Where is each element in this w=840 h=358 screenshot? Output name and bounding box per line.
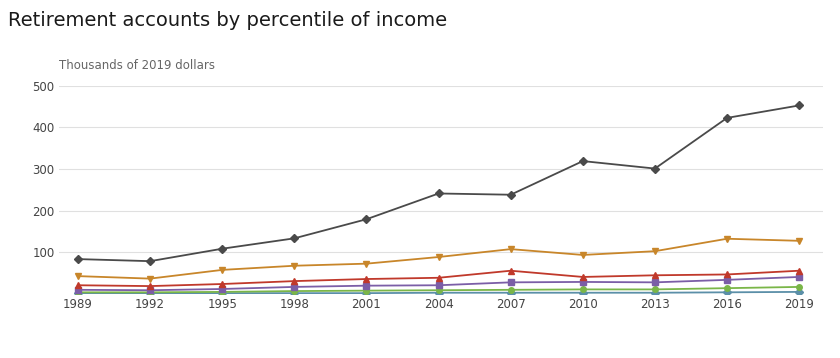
90-100	[578, 159, 588, 163]
40-59.9	[650, 280, 660, 285]
40-59.9	[73, 288, 83, 292]
20-39.9	[73, 290, 83, 295]
80-89.9	[578, 253, 588, 257]
80-89.9	[506, 247, 516, 251]
60-79.9	[145, 284, 155, 288]
80-89.9	[433, 255, 444, 259]
60-79.9	[506, 268, 516, 273]
90-100	[361, 217, 371, 221]
20-39.9	[650, 287, 660, 291]
40-59.9	[506, 280, 516, 285]
90-100	[794, 103, 804, 108]
20-39.9	[218, 290, 228, 294]
20-39.9	[145, 290, 155, 295]
Less than 20	[722, 290, 732, 295]
Less than 20	[433, 291, 444, 295]
80-89.9	[289, 263, 299, 268]
60-79.9	[794, 268, 804, 273]
Less than 20	[578, 291, 588, 295]
90-100	[650, 166, 660, 171]
Less than 20	[794, 290, 804, 294]
60-79.9	[289, 279, 299, 283]
Line: 80-89.9: 80-89.9	[75, 235, 803, 282]
Less than 20	[218, 291, 228, 295]
60-79.9	[650, 273, 660, 277]
40-59.9	[722, 278, 732, 282]
90-100	[73, 257, 83, 261]
Line: 60-79.9: 60-79.9	[75, 267, 803, 290]
90-100	[289, 236, 299, 241]
40-59.9	[289, 285, 299, 289]
60-79.9	[361, 277, 371, 281]
Less than 20	[650, 291, 660, 295]
20-39.9	[506, 288, 516, 292]
60-79.9	[433, 276, 444, 280]
40-59.9	[361, 284, 371, 288]
90-100	[722, 116, 732, 120]
90-100	[506, 193, 516, 197]
40-59.9	[145, 288, 155, 292]
Line: 20-39.9: 20-39.9	[76, 284, 802, 295]
90-100	[218, 247, 228, 251]
20-39.9	[433, 288, 444, 292]
80-89.9	[794, 239, 804, 243]
40-59.9	[218, 287, 228, 291]
20-39.9	[578, 287, 588, 291]
90-100	[433, 191, 444, 195]
80-89.9	[73, 274, 83, 278]
Line: 90-100: 90-100	[76, 103, 802, 264]
Line: 40-59.9: 40-59.9	[76, 274, 802, 293]
60-79.9	[578, 275, 588, 279]
20-39.9	[361, 289, 371, 293]
Less than 20	[289, 291, 299, 295]
90-100	[145, 259, 155, 263]
20-39.9	[722, 286, 732, 290]
20-39.9	[289, 289, 299, 293]
60-79.9	[722, 272, 732, 277]
Less than 20	[145, 291, 155, 295]
40-59.9	[433, 283, 444, 287]
Less than 20	[361, 291, 371, 295]
Line: Less than 20: Less than 20	[76, 289, 802, 296]
80-89.9	[361, 261, 371, 266]
80-89.9	[218, 268, 228, 272]
Less than 20	[506, 291, 516, 295]
60-79.9	[73, 283, 83, 287]
80-89.9	[650, 249, 660, 253]
Less than 20	[73, 291, 83, 295]
Text: Thousands of 2019 dollars: Thousands of 2019 dollars	[59, 59, 215, 72]
80-89.9	[722, 237, 732, 241]
40-59.9	[578, 280, 588, 284]
Text: Retirement accounts by percentile of income: Retirement accounts by percentile of inc…	[8, 11, 448, 30]
20-39.9	[794, 285, 804, 289]
40-59.9	[794, 275, 804, 279]
60-79.9	[218, 282, 228, 286]
80-89.9	[145, 276, 155, 281]
